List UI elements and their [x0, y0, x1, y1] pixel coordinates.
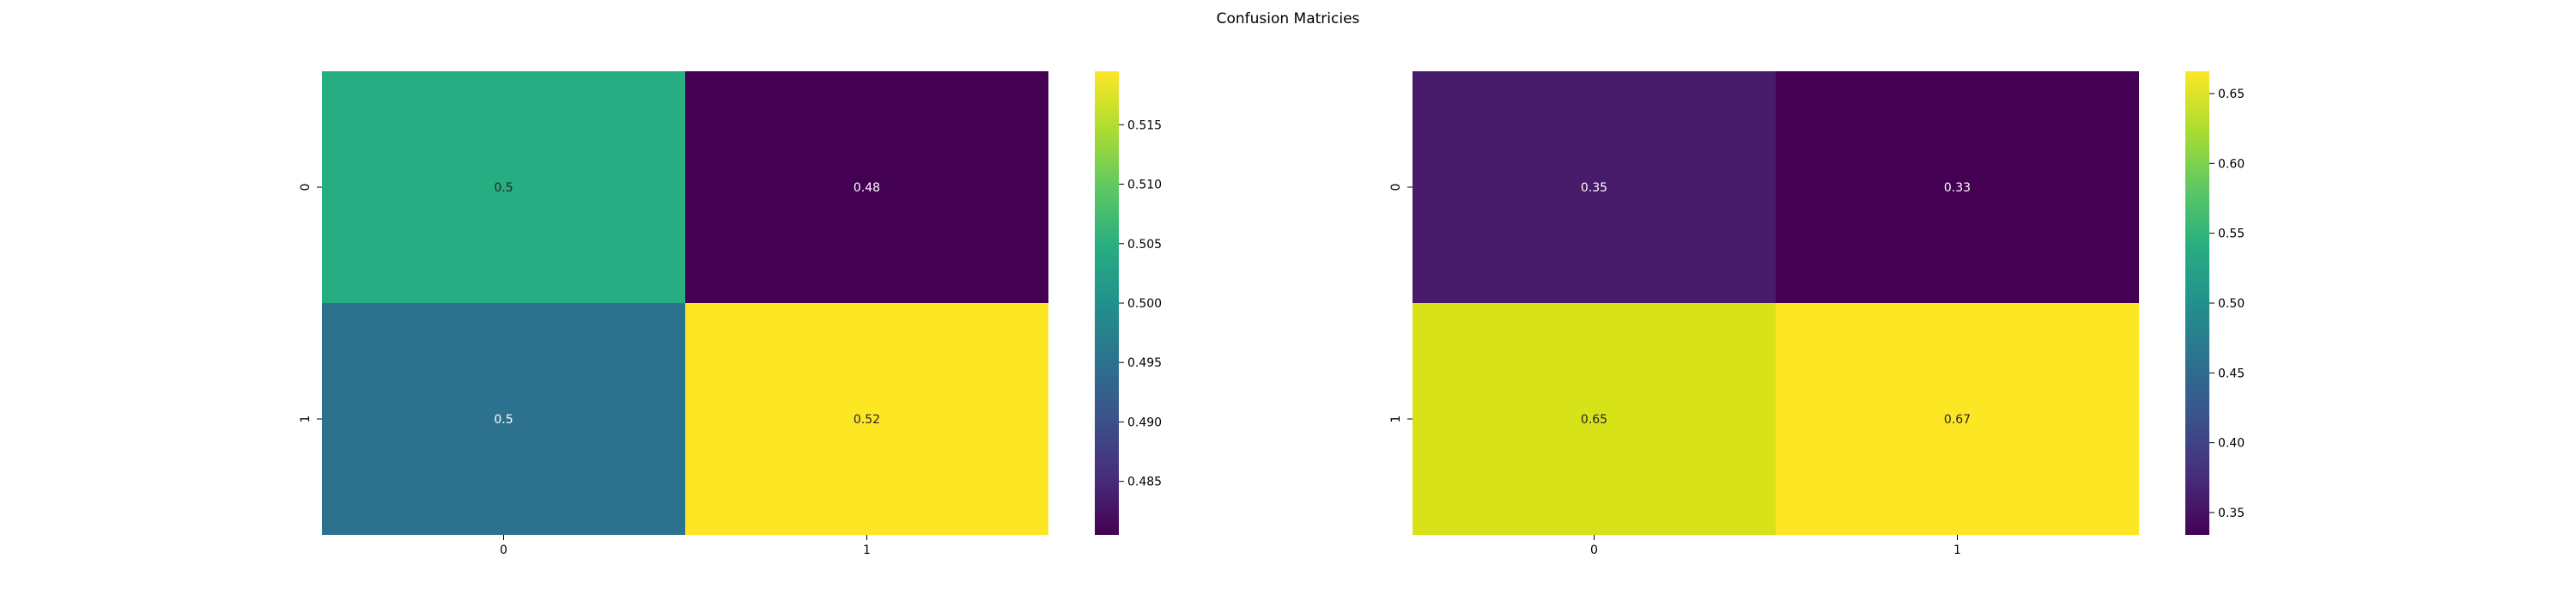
- cell-value-label: 0.48: [854, 181, 880, 195]
- figure-title: Confusion Matricies: [1217, 10, 1360, 27]
- y-tick-label: 0: [1389, 184, 1403, 191]
- colorbar-tick-label: 0.505: [1127, 238, 1162, 252]
- colorbar-tick-label: 0.35: [2218, 507, 2245, 520]
- colorbar-tick-label: 0.60: [2218, 157, 2245, 171]
- x-tick-label: 1: [863, 543, 871, 557]
- heatmap-panels: 0.5 0.480.5 0.520 1010.4850.4900.4950.5000.…: [299, 71, 2245, 557]
- colorbar-tick-label: 0.45: [2218, 367, 2245, 380]
- colorbar-tick-label: 0.485: [1127, 476, 1162, 489]
- cell-value-label: 0.67: [1944, 413, 1971, 427]
- colorbar: [1095, 71, 1119, 535]
- cell-value-label: 0.33: [1944, 181, 1971, 195]
- colorbar: [2185, 71, 2209, 535]
- heatmap-cell: [1776, 71, 2139, 303]
- cell-value-label: 0.65: [1581, 413, 1607, 427]
- colorbar-tick-label: 0.55: [2218, 228, 2245, 241]
- colorbar-tick-label: 0.50: [2218, 297, 2245, 311]
- colorbar-tick-label: 0.40: [2218, 437, 2245, 451]
- x-tick-label: 0: [1590, 543, 1598, 557]
- cell-value-label: 0.5: [494, 413, 513, 427]
- cell-value-label: 0.35: [1581, 181, 1607, 195]
- colorbar-tick-label: 0.495: [1127, 356, 1162, 370]
- y-tick-label: 1: [299, 416, 313, 423]
- colorbar-tick-label: 0.510: [1127, 179, 1162, 192]
- heatmap-cell: [1776, 303, 2139, 535]
- cell-value-label: 0.5: [494, 181, 513, 195]
- heatmap-cell: [1413, 71, 1776, 303]
- heatmap-1: 0.5 0.48 0.5 0.52 0 1 0 1 0.485 0.490 0.495 0.500 0.…: [299, 71, 1162, 557]
- y-tick-label: 1: [1389, 416, 1403, 423]
- x-tick-label: 0: [500, 543, 507, 557]
- heatmap-cell: [322, 71, 685, 303]
- cell-value-label: 0.52: [854, 413, 880, 427]
- colorbar-tick-label: 0.65: [2218, 88, 2245, 101]
- colorbar-tick-label: 0.490: [1127, 416, 1162, 429]
- colorbar-tick-label: 0.500: [1127, 297, 1162, 311]
- heatmap-cell: [322, 303, 685, 535]
- x-tick-label: 1: [1953, 543, 1961, 557]
- heatmap-cell: [685, 303, 1048, 535]
- colorbar-tick-label: 0.515: [1127, 118, 1162, 132]
- heatmap-cell: [685, 71, 1048, 303]
- heatmap-2: 0.35 0.33 0.65 0.67 0 1 0 1 0.35 0.40 0.45 0.50 0.55…: [1389, 71, 2245, 557]
- y-tick-label: 0: [299, 184, 313, 191]
- heatmap-cell: [1413, 303, 1776, 535]
